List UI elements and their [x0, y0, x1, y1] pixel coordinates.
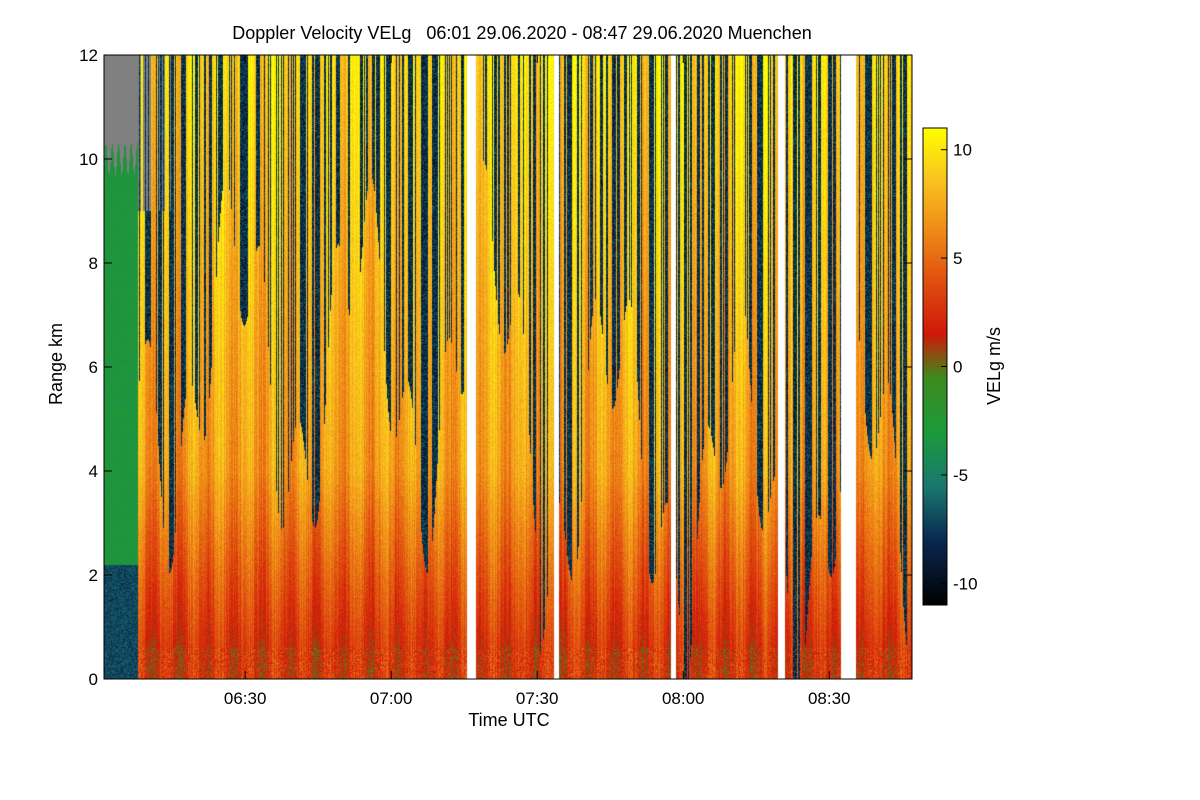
y-tick-label: 8 — [89, 254, 98, 273]
velocity-heatmap — [104, 55, 912, 679]
x-tick-label: 06:30 — [224, 689, 267, 708]
colorbar-title: VELg m/s — [984, 327, 1004, 405]
colorbar-tick-label: -5 — [953, 466, 968, 485]
colorbar-tick-label: 5 — [953, 249, 962, 268]
colorbar-ticks: 10 5 0 -5 -10 — [941, 141, 978, 593]
x-tick-label: 08:00 — [662, 689, 705, 708]
y-tick-label: 10 — [79, 150, 98, 169]
x-tick-label: 08:30 — [808, 689, 851, 708]
colorbar: 10 5 0 -5 -10 VELg m/s — [922, 127, 1004, 606]
x-tick-label: 07:30 — [516, 689, 559, 708]
plot-area — [103, 54, 913, 680]
colorbar-tick-label: 10 — [953, 141, 972, 160]
y-axis-title: Range km — [46, 323, 66, 405]
y-axis: 0 2 4 6 8 10 12 — [79, 46, 912, 689]
x-tick-label: 07:00 — [370, 689, 413, 708]
y-tick-label: 12 — [79, 46, 98, 65]
y-tick-label: 6 — [89, 358, 98, 377]
chart-title: Doppler Velocity VELg 06:01 29.06.2020 -… — [232, 23, 811, 43]
y-tick-label: 2 — [89, 566, 98, 585]
y-tick-label: 4 — [89, 462, 98, 481]
colorbar-tick-label: -10 — [953, 574, 978, 593]
x-axis-title: Time UTC — [468, 710, 549, 730]
x-axis: 06:30 07:00 07:30 08:00 08:30 — [224, 55, 851, 708]
colorbar-tick-label: 0 — [953, 358, 962, 377]
y-tick-label: 0 — [89, 670, 98, 689]
